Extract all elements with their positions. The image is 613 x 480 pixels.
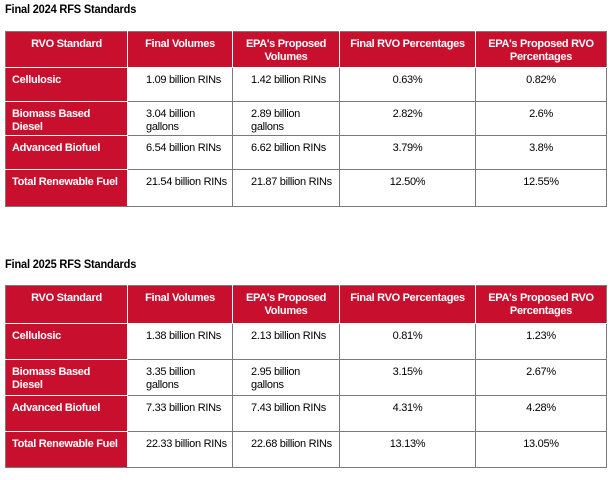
final-pct-cell: 2.82% (339, 101, 476, 136)
header-final-rvo-percentages: Final RVO Percentages (339, 31, 476, 68)
row-label-biomass-based-diesel: Biomass Based Diesel (5, 101, 128, 136)
row-label-cellulosic: Cellulosic (5, 67, 128, 102)
proposed-volume-cell: 22.68 billion RINs (232, 431, 340, 468)
proposed-pct-cell: 12.55% (475, 169, 607, 207)
row-label-advanced-biofuel: Advanced Biofuel (5, 395, 128, 432)
proposed-pct-cell: 2.6% (475, 101, 607, 136)
table-row: Biomass Based Diesel 3.04 billion gallon… (5, 101, 607, 136)
table-row: Total Renewable Fuel 22.33 billion RINs … (5, 431, 607, 468)
table-row: Cellulosic 1.38 billion RINs 2.13 billio… (5, 323, 607, 360)
table-row: Total Renewable Fuel 21.54 billion RINs … (5, 169, 607, 207)
section-title-2024: Final 2024 RFS Standards (5, 2, 137, 16)
row-label-biomass-based-diesel: Biomass Based Diesel (5, 359, 128, 396)
proposed-pct-cell: 4.28% (475, 395, 607, 432)
final-pct-cell: 3.15% (339, 359, 476, 396)
proposed-volume-cell: 2.89 billion gallons (232, 101, 340, 136)
final-volume-cell: 1.09 billion RINs (127, 67, 233, 102)
proposed-volume-cell: 6.62 billion RINs (232, 135, 340, 170)
section-title-2025: Final 2025 RFS Standards (5, 257, 137, 271)
table-row: Advanced Biofuel 6.54 billion RINs 6.62 … (5, 135, 607, 170)
table-row: Cellulosic 1.09 billion RINs 1.42 billio… (5, 67, 607, 102)
header-rvo-standard: RVO Standard (5, 285, 128, 324)
header-rvo-standard: RVO Standard (5, 31, 128, 68)
row-label-advanced-biofuel: Advanced Biofuel (5, 135, 128, 170)
final-pct-cell: 12.50% (339, 169, 476, 207)
proposed-volume-cell: 2.13 billion RINs (232, 323, 340, 360)
rfs-table-2025: RVO Standard Final Volumes EPA's Propose… (5, 285, 607, 468)
proposed-pct-cell: 3.8% (475, 135, 607, 170)
proposed-volume-cell: 7.43 billion RINs (232, 395, 340, 432)
proposed-pct-cell: 2.67% (475, 359, 607, 396)
header-proposed-volumes: EPA's Proposed Volumes (232, 31, 340, 68)
final-volume-cell: 1.38 billion RINs (127, 323, 233, 360)
final-pct-cell: 0.81% (339, 323, 476, 360)
rfs-table-2024: RVO Standard Final Volumes EPA's Propose… (5, 31, 607, 207)
final-volume-cell: 3.35 billion gallons (127, 359, 233, 396)
final-pct-cell: 4.31% (339, 395, 476, 432)
row-label-total-renewable-fuel: Total Renewable Fuel (5, 431, 128, 468)
header-proposed-volumes: EPA's Proposed Volumes (232, 285, 340, 324)
header-final-volumes: Final Volumes (127, 31, 233, 68)
proposed-volume-cell: 21.87 billion RINs (232, 169, 340, 207)
row-label-total-renewable-fuel: Total Renewable Fuel (5, 169, 128, 207)
proposed-volume-cell: 1.42 billion RINs (232, 67, 340, 102)
header-final-rvo-percentages: Final RVO Percentages (339, 285, 476, 324)
final-volume-cell: 6.54 billion RINs (127, 135, 233, 170)
final-volume-cell: 7.33 billion RINs (127, 395, 233, 432)
table-row: Advanced Biofuel 7.33 billion RINs 7.43 … (5, 395, 607, 432)
table-row: Biomass Based Diesel 3.35 billion gallon… (5, 359, 607, 396)
final-volume-cell: 21.54 billion RINs (127, 169, 233, 207)
table-header-row: RVO Standard Final Volumes EPA's Propose… (5, 31, 607, 68)
final-volume-cell: 22.33 billion RINs (127, 431, 233, 468)
row-label-cellulosic: Cellulosic (5, 323, 128, 360)
proposed-pct-cell: 0.82% (475, 67, 607, 102)
proposed-pct-cell: 1.23% (475, 323, 607, 360)
proposed-volume-cell: 2.95 billion gallons (232, 359, 340, 396)
final-pct-cell: 3.79% (339, 135, 476, 170)
header-final-volumes: Final Volumes (127, 285, 233, 324)
proposed-pct-cell: 13.05% (475, 431, 607, 468)
table-header-row: RVO Standard Final Volumes EPA's Propose… (5, 285, 607, 324)
final-volume-cell: 3.04 billion gallons (127, 101, 233, 136)
header-proposed-rvo-percentages: EPA's Proposed RVO Percentages (475, 285, 607, 324)
header-proposed-rvo-percentages: EPA's Proposed RVO Percentages (475, 31, 607, 68)
final-pct-cell: 13.13% (339, 431, 476, 468)
final-pct-cell: 0.63% (339, 67, 476, 102)
